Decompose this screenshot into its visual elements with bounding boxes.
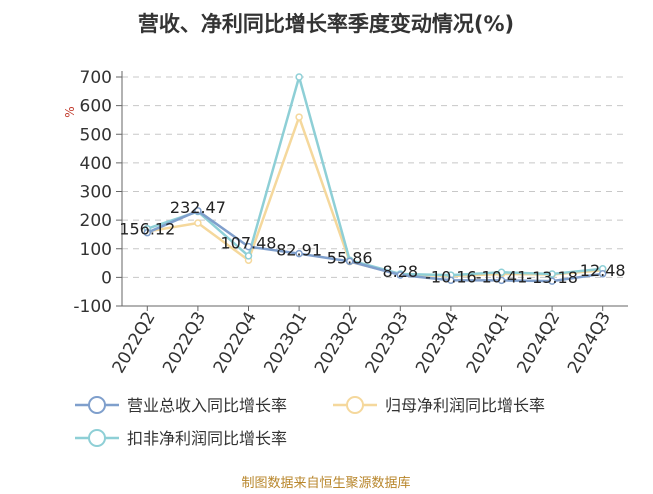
series-line-2 <box>147 115 603 278</box>
data-point <box>497 268 506 276</box>
data-point <box>396 271 405 279</box>
data-point <box>598 270 607 278</box>
data-point <box>194 219 202 227</box>
data-label: -10.16 <box>425 267 477 286</box>
legend-item[interactable]: 扣非净利润同比增长率 <box>75 429 287 448</box>
data-label: 8.28 <box>382 262 418 281</box>
data-label: 82.91 <box>276 241 322 260</box>
data-label: -10.41 <box>476 267 528 286</box>
data-point <box>548 277 556 285</box>
x-tick-label: 2023Q1 <box>260 309 311 377</box>
legend-marker <box>346 396 364 414</box>
data-point <box>447 276 455 285</box>
x-tick-label: 2024Q1 <box>463 309 514 377</box>
legend-label: 营业总收入同比增长率 <box>127 396 287 415</box>
y-tick-label: 400 <box>80 154 112 174</box>
legend-label: 扣非净利润同比增长率 <box>127 429 287 448</box>
y-tick-label: 100 <box>80 240 112 260</box>
data-point <box>295 73 303 81</box>
data-point <box>295 249 303 258</box>
y-axis: -100 0 100 200 300 400 500 600 700 <box>73 68 123 317</box>
series-line-1 <box>146 209 603 283</box>
legend-item[interactable]: 营业总收入同比增长率 <box>75 396 287 415</box>
y-tick-label: 500 <box>80 125 112 145</box>
y-tick-label: 200 <box>80 211 112 231</box>
x-axis: 2022Q2 2022Q3 2022Q4 2023Q1 2023Q2 2023Q3 2023… <box>109 305 628 377</box>
x-tick-label: 2023Q2 <box>311 309 362 377</box>
data-point <box>295 113 303 121</box>
y-tick-label: 300 <box>80 183 112 203</box>
data-point <box>345 257 354 266</box>
data-point <box>244 242 253 251</box>
legend-marker <box>88 396 106 414</box>
y-tick-label: -100 <box>73 297 112 317</box>
data-label: 232.47 <box>170 198 226 217</box>
x-tick-label: 2023Q3 <box>362 309 413 377</box>
y-axis-unit: % <box>63 106 77 117</box>
y-tick-label: 0 <box>101 268 112 288</box>
legend-marker <box>88 429 106 447</box>
data-label: 107.48 <box>221 234 277 253</box>
data-point <box>194 207 202 215</box>
x-tick-label: 2024Q3 <box>564 309 615 377</box>
legend-item[interactable]: 归母净利润同比增长率 <box>333 396 545 415</box>
x-tick-label: 2022Q2 <box>109 309 160 377</box>
chart-title: 营收、净利同比增长率季度变动情况(%) <box>138 12 514 36</box>
x-tick-label: 2024Q2 <box>513 309 564 377</box>
x-tick-label: 2023Q4 <box>412 309 463 377</box>
data-label: -13.18 <box>526 268 578 287</box>
data-label: 156.12 <box>119 220 175 239</box>
x-tick-label: 2022Q4 <box>210 309 261 377</box>
x-tick-label: 2022Q3 <box>159 309 210 377</box>
legend-label: 归母净利润同比增长率 <box>385 396 545 415</box>
data-label: 55.86 <box>327 248 373 267</box>
source-note: 制图数据来自恒生聚源数据库 <box>241 475 410 491</box>
data-point <box>548 270 556 278</box>
data-point <box>143 228 152 237</box>
plot-area <box>143 73 607 285</box>
data-point <box>497 276 506 285</box>
y-tick-label: 700 <box>80 68 112 88</box>
data-point <box>244 252 253 260</box>
y-tick-label: 600 <box>80 97 112 117</box>
grid <box>122 76 628 307</box>
data-label: 12.48 <box>580 261 626 280</box>
series-line-3 <box>146 75 603 277</box>
